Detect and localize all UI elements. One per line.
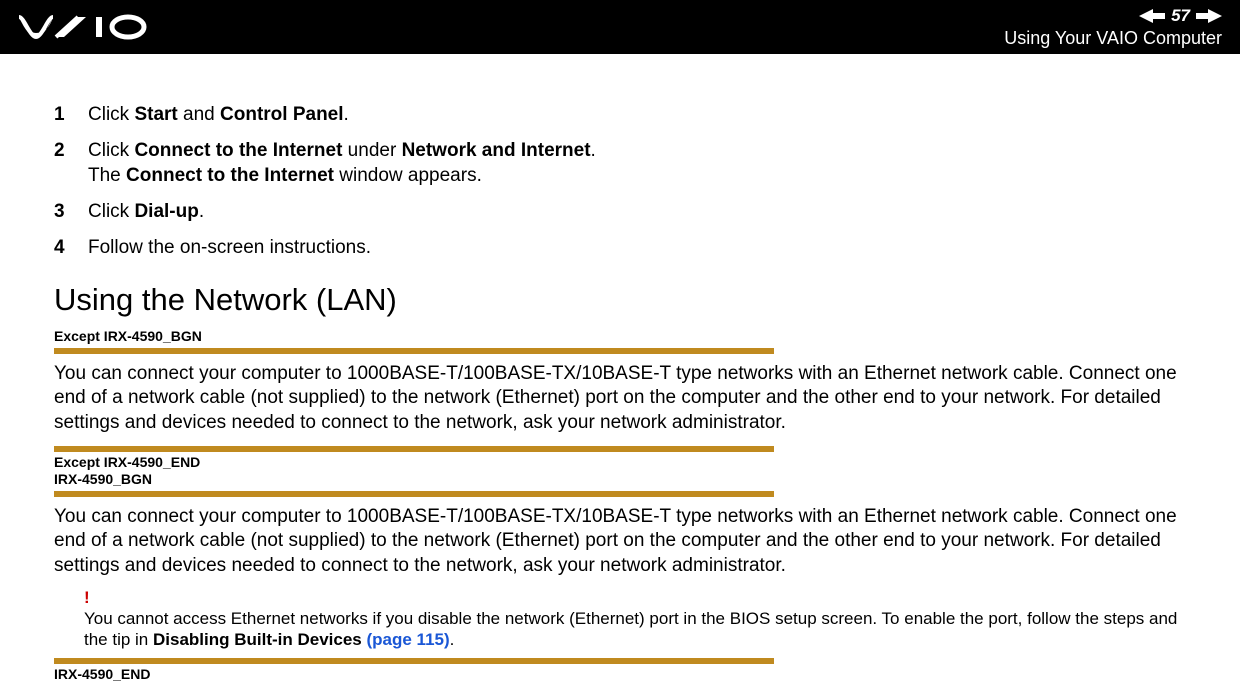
vaio-logo: [18, 13, 148, 41]
step-item: 4Follow the on-screen instructions.: [54, 235, 1186, 261]
page-header: 57 Using Your VAIO Computer: [0, 0, 1240, 54]
bold-text: Connect to the Internet: [134, 140, 342, 161]
prev-page-arrow-icon[interactable]: [1139, 9, 1165, 23]
divider-bar: [54, 446, 774, 452]
bold-text: Control Panel: [220, 104, 344, 125]
step-item: 3Click Dial-up.: [54, 199, 1186, 225]
step-body: Click Dial-up.: [88, 199, 1186, 225]
model-tag: Except IRX-4590_END: [54, 454, 1186, 472]
section-heading: Using the Network (LAN): [54, 282, 1186, 318]
model-tag: IRX-4590_END: [54, 666, 1186, 684]
bold-text: Connect to the Internet: [126, 165, 334, 186]
bold-text: Disabling Built-in Devices: [153, 630, 367, 649]
page-link[interactable]: (page 115): [367, 630, 450, 649]
divider-bar: [54, 658, 774, 664]
step-list: 1Click Start and Control Panel.2Click Co…: [54, 102, 1186, 260]
page-number: 57: [1171, 6, 1190, 26]
bold-text: Start: [134, 104, 177, 125]
model-tag: Except IRX-4590_BGN: [54, 328, 1186, 346]
page-content: 1Click Start and Control Panel.2Click Co…: [0, 54, 1240, 684]
header-section-title: Using Your VAIO Computer: [1004, 28, 1222, 50]
step-number: 3: [54, 199, 88, 225]
bold-text: Dial-up: [134, 201, 198, 222]
step-item: 1Click Start and Control Panel.: [54, 102, 1186, 128]
divider-bar: [54, 491, 774, 497]
page-nav: 57: [1004, 6, 1222, 26]
caution-note: ! You cannot access Ethernet networks if…: [84, 589, 1186, 651]
divider-bar: [54, 348, 774, 354]
step-item: 2Click Connect to the Internet under Net…: [54, 138, 1186, 189]
exclamation-icon: !: [84, 589, 1186, 606]
step-body: Follow the on-screen instructions.: [88, 235, 1186, 261]
step-body: Click Connect to the Internet under Netw…: [88, 138, 1186, 189]
note-text: You cannot access Ethernet networks if y…: [84, 608, 1186, 651]
model-tag: IRX-4590_BGN: [54, 471, 1186, 489]
next-page-arrow-icon[interactable]: [1196, 9, 1222, 23]
paragraph: You can connect your computer to 1000BAS…: [54, 505, 1186, 579]
step-number: 4: [54, 235, 88, 261]
header-right: 57 Using Your VAIO Computer: [1004, 4, 1222, 50]
step-number: 2: [54, 138, 88, 164]
bold-text: Network and Internet: [402, 140, 591, 161]
step-body: Click Start and Control Panel.: [88, 102, 1186, 128]
step-number: 1: [54, 102, 88, 128]
step-subtext: The Connect to the Internet window appea…: [88, 163, 1186, 189]
paragraph: You can connect your computer to 1000BAS…: [54, 362, 1186, 436]
